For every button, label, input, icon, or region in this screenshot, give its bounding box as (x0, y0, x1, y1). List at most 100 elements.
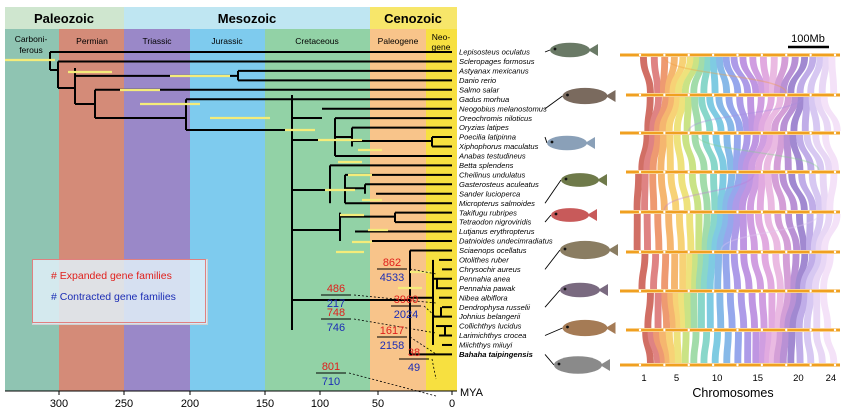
synteny-ribbon (712, 135, 728, 170)
fish-photo (562, 87, 608, 105)
chromosome-gap (736, 289, 739, 293)
synteny-ribbon (815, 214, 833, 250)
chromosome-gap (711, 363, 715, 367)
chromosome-gap (833, 363, 837, 367)
synteny-ribbon (699, 174, 711, 210)
synteny-ribbon (749, 57, 766, 93)
time-tick-label: 300 (50, 398, 68, 410)
synteny-ribbon (744, 332, 752, 363)
synteny-ribbon (661, 254, 670, 289)
count-connector (409, 268, 437, 275)
fish-photo (561, 173, 599, 187)
synteny-ribbon (820, 254, 834, 289)
contracted-count: 49 (408, 362, 420, 374)
chromosome-gap (760, 250, 764, 254)
scale-bar: 100Mb (788, 33, 829, 49)
synteny-ribbon (675, 214, 685, 250)
chromosome-gap (760, 210, 764, 214)
species-label: Micropterus salmoides (459, 199, 535, 208)
count-connector (409, 336, 437, 355)
chromosome-gap (809, 170, 812, 174)
count-connector (348, 372, 437, 397)
time-axis-ticks: 300 250 200 150 100 50 0 (50, 391, 455, 410)
synteny-ribbon (644, 293, 654, 328)
chromosome-gap (833, 328, 837, 332)
synteny-ribbon (706, 97, 725, 131)
synteny-ribbon (826, 174, 838, 210)
fish-tail (600, 359, 610, 371)
era-paleozoic-band (5, 7, 124, 29)
fish-connector-line (544, 354, 555, 366)
synteny-ribbon (752, 332, 760, 363)
synteny-ribbon (665, 332, 677, 363)
synteny-ribbon (795, 293, 809, 328)
synteny-ribbon (690, 293, 698, 328)
synteny-ribbon (750, 254, 765, 289)
synteny-ribbon (738, 174, 755, 210)
synteny-ribbon (715, 97, 735, 131)
chromosome-gap (809, 53, 812, 57)
synteny-ribbon (672, 293, 683, 328)
fish-eye (566, 325, 569, 329)
synteny-ribbon (654, 214, 663, 250)
synteny-ribbon (710, 174, 719, 210)
chromosome-gap (638, 170, 642, 174)
chromosome-gap (833, 250, 837, 254)
synteny-ribbon (649, 135, 662, 170)
expanded-count: 486 (327, 283, 345, 295)
time-axis-unit: MYA (460, 387, 484, 399)
species-label: Cheilinus undulatus (459, 170, 525, 179)
chromosome-gap (638, 53, 642, 57)
synteny-ribbon (681, 332, 690, 363)
chromosome-gap (833, 170, 837, 174)
synteny-ribbon (682, 135, 697, 170)
chromosome-gap (809, 363, 812, 367)
synteny-ribbon (759, 57, 772, 93)
synteny-ribbon (803, 332, 815, 363)
synteny-ribbon (665, 97, 682, 131)
synteny-ribbon (647, 332, 662, 363)
chromosome-tracks (620, 53, 840, 367)
synteny-ribbon (801, 97, 811, 131)
fish-connector-line (544, 249, 561, 270)
species-label: Lutjanus erythropterus (459, 227, 535, 236)
chromosome-gap (809, 210, 812, 214)
synteny-ribbon (691, 135, 708, 170)
chromosome-gap (638, 363, 642, 367)
era-headers: Paleozoic Mesozoic Cenozoic (5, 7, 457, 29)
species-label: Danio rerio (459, 76, 496, 85)
synteny-ribbon (736, 97, 751, 131)
synteny-ribbon (725, 97, 744, 131)
synteny-ribbon (798, 174, 817, 210)
expanded-count: 38 (408, 347, 420, 359)
synteny-ribbon (764, 174, 775, 210)
time-axis: 300 250 200 150 100 50 0 MYA (5, 387, 484, 410)
chromosome-gap (833, 210, 837, 214)
synteny-ribbon (814, 97, 832, 131)
synteny-ribbon (737, 135, 751, 170)
contracted-count: 2158 (380, 340, 404, 352)
synteny-cross-link (696, 134, 820, 171)
chromosome-gap (638, 250, 642, 254)
fish-tail (608, 244, 618, 256)
contracted-count: 217 (327, 298, 345, 310)
time-tick-label: 150 (256, 398, 274, 410)
chromosome-gap (785, 250, 788, 254)
synteny-cross-link (720, 213, 820, 251)
synteny-ribbon (666, 135, 674, 170)
chromosome-gap (638, 289, 642, 293)
synteny-ribbon (673, 97, 687, 131)
period-triassic-band (124, 29, 190, 391)
synteny-ribbon (742, 135, 760, 170)
synteny-ribbon (730, 214, 741, 250)
synteny-ribbon (753, 97, 765, 131)
synteny-ribbon (700, 57, 712, 93)
period-neogene-label: Neo- (432, 32, 451, 42)
chromosome-gap (687, 328, 690, 332)
synteny-ribbon (807, 57, 824, 93)
chromosome-gap (809, 93, 812, 97)
species-label: Sander lucioperca (459, 189, 520, 198)
period-cretaceous-label: Cretaceous (295, 36, 338, 46)
chromosome-gap (785, 170, 788, 174)
synteny-ribbon (688, 174, 702, 210)
